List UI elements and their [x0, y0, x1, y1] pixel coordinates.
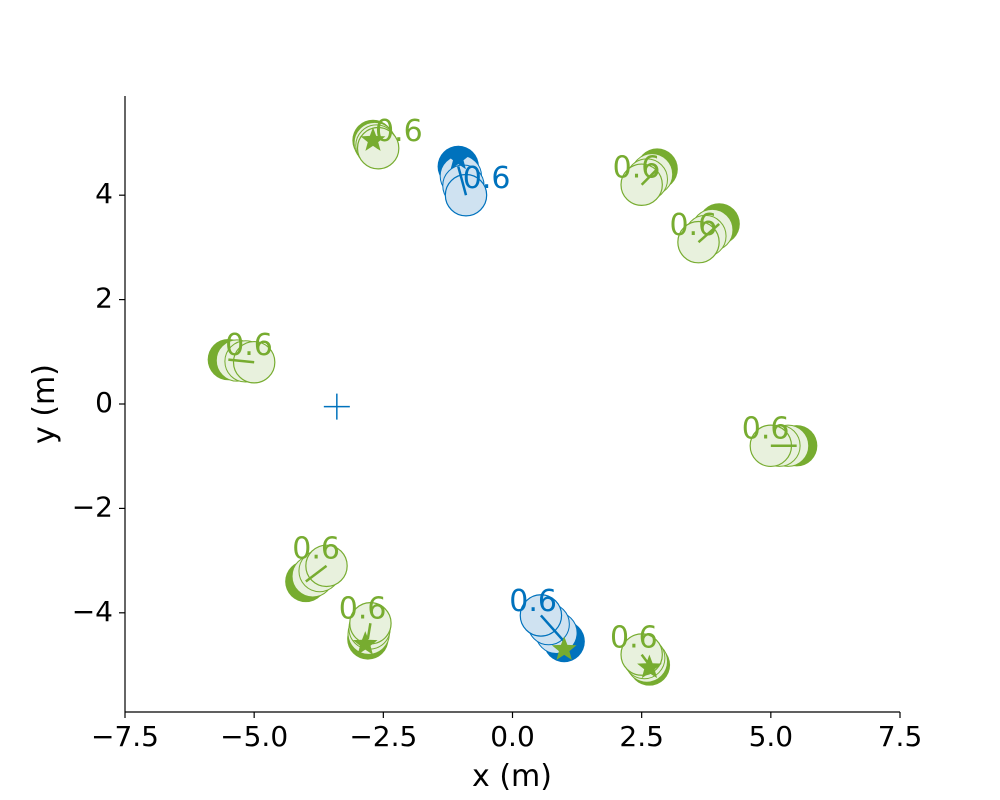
y-tick-label-4: 4 [95, 177, 113, 210]
agent-heading-line-3 [697, 222, 720, 244]
agent-label-2: 0.6 [613, 151, 661, 186]
agent-goal-star-10 [637, 654, 662, 679]
agent-label-5: 0.6 [742, 412, 790, 447]
y-tick-label-1: −2 [72, 490, 113, 523]
x-tick-label-5: 5.0 [749, 720, 794, 753]
agent-heading-line-1 [457, 166, 468, 196]
x-tick-label-3: 0.0 [490, 720, 535, 753]
agent-heading-line-4 [228, 358, 255, 364]
plot-area: 0.60.6 0.60.60.60.60.60.6 0.60.6 [207, 114, 818, 686]
agent-label-4: 0.6 [225, 328, 273, 363]
y-tick-label-0: −4 [72, 595, 113, 628]
agent-goal-star-0 [360, 127, 386, 151]
agent-heading-line-6 [305, 564, 328, 583]
x-tick-label-4: 2.5 [619, 720, 664, 753]
y-tick-label-3: 2 [95, 282, 113, 315]
axes [124, 96, 900, 713]
agent-goal-star-9 [551, 636, 577, 660]
ticks: −7.5 −5.0 −2.5 0.0 2.5 5.0 7.5 −4 −2 0 2 4 [72, 177, 923, 753]
agent-heading-line-2 [640, 168, 659, 186]
agent-label-1: 0.6 [463, 161, 511, 196]
y-axis-label: y (m) [27, 364, 62, 444]
agent-heading-line-7 [366, 623, 372, 640]
x-axis-label: x (m) [472, 759, 552, 794]
agent-label-0: 0.6 [375, 114, 423, 149]
x-tick-label-1: −5.0 [220, 720, 288, 753]
x-tick-label-6: 7.5 [878, 720, 923, 753]
agent-goal-star-1 [445, 145, 471, 170]
agent-label-8: 0.6 [509, 584, 557, 619]
x-tick-label-0: −7.5 [91, 720, 159, 753]
agent-label-7: 0.6 [339, 592, 387, 627]
agent-label-3: 0.6 [669, 208, 717, 243]
agent-label-10: 0.6 [610, 620, 658, 655]
agent-heading-line-8 [539, 614, 566, 643]
y-tick-label-2: 0 [95, 386, 113, 419]
agent-goal-star-7 [352, 631, 378, 655]
agent-label-6: 0.6 [292, 532, 340, 567]
x-tick-label-2: −2.5 [349, 720, 417, 753]
